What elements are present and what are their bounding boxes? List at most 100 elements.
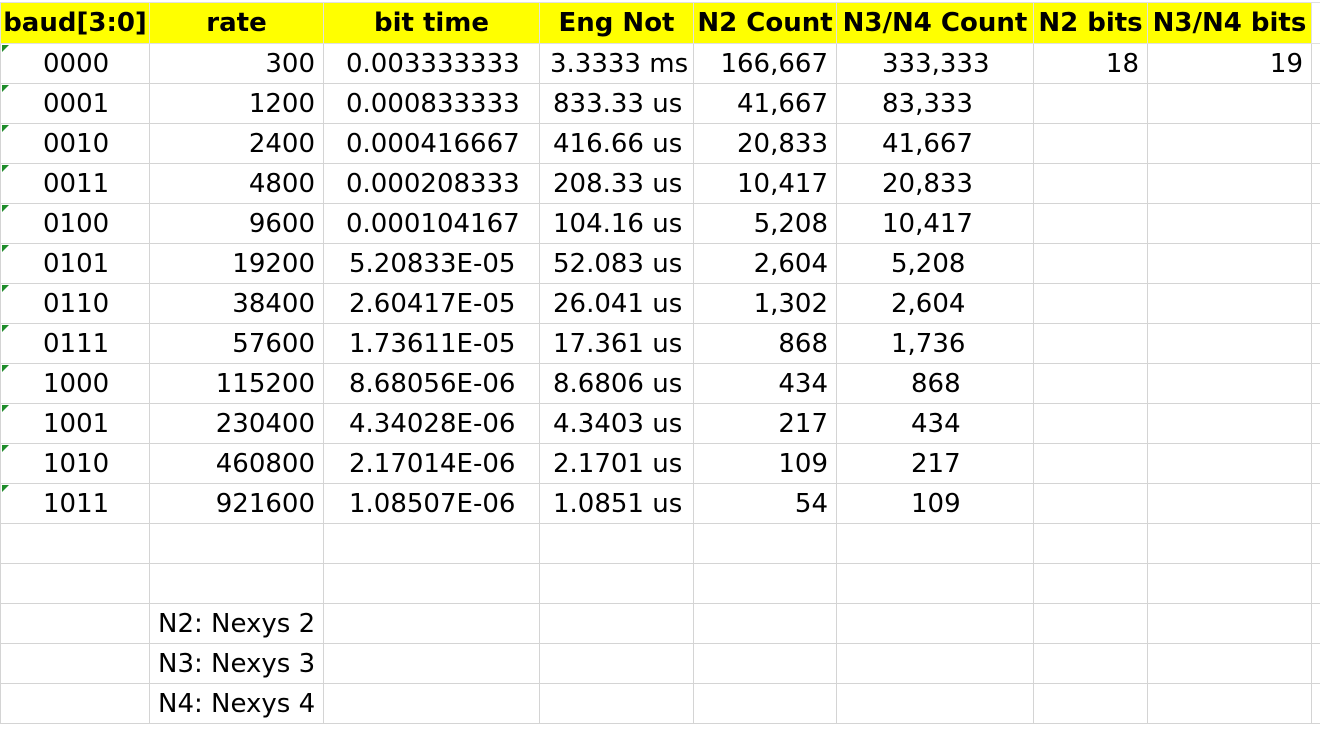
cell-n3n4-count[interactable]: 217 <box>836 443 1034 484</box>
cell-eng-not[interactable]: 4.3403 us <box>539 403 694 444</box>
empty-cell[interactable] <box>149 523 324 564</box>
cell-bit-time[interactable]: 0.000208333 <box>323 163 540 204</box>
cell-rate[interactable]: 2400 <box>149 123 324 164</box>
cell-bit-time[interactable]: 1.08507E-06 <box>323 483 540 524</box>
empty-cell[interactable] <box>539 523 694 564</box>
cell-n2-count[interactable]: 109 <box>693 443 837 484</box>
cell-eng-not[interactable]: 833.33 us <box>539 83 694 124</box>
cell-rate[interactable]: 300 <box>149 43 324 84</box>
empty-cell[interactable] <box>836 563 1034 604</box>
cell-rate[interactable]: 38400 <box>149 283 324 324</box>
cell-rate[interactable]: 460800 <box>149 443 324 484</box>
empty-cell[interactable] <box>1311 43 1320 84</box>
empty-cell[interactable] <box>1311 523 1320 564</box>
empty-cell[interactable] <box>1311 163 1320 204</box>
cell-eng-not[interactable]: 8.6806 us <box>539 363 694 404</box>
cell-n3n4-bits[interactable] <box>1147 483 1312 524</box>
cell-eng-not[interactable]: 3.3333 ms <box>539 43 694 84</box>
cell-n3n4-bits[interactable] <box>1147 443 1312 484</box>
cell-rate[interactable]: 19200 <box>149 243 324 284</box>
cell-n2-bits[interactable] <box>1033 323 1148 364</box>
legend-cell[interactable]: N2: Nexys 2 <box>149 603 324 644</box>
cell-n3n4-count[interactable]: 20,833 <box>836 163 1034 204</box>
empty-cell[interactable] <box>539 563 694 604</box>
cell-n3n4-bits[interactable] <box>1147 243 1312 284</box>
cell-n2-bits[interactable] <box>1033 283 1148 324</box>
cell-baud[interactable]: 1001 <box>0 403 150 444</box>
cell-rate[interactable]: 9600 <box>149 203 324 244</box>
cell-rate[interactable]: 1200 <box>149 83 324 124</box>
header-cell-n3n4-bits[interactable]: N3/N4 bits <box>1147 2 1312 44</box>
empty-cell[interactable] <box>1311 363 1320 404</box>
empty-cell[interactable] <box>693 603 837 644</box>
cell-baud[interactable]: 0101 <box>0 243 150 284</box>
cell-n2-count[interactable]: 1,302 <box>693 283 837 324</box>
cell-n3n4-count[interactable]: 868 <box>836 363 1034 404</box>
cell-n3n4-bits[interactable] <box>1147 403 1312 444</box>
empty-cell[interactable] <box>0 603 150 644</box>
empty-cell[interactable] <box>0 523 150 564</box>
legend-cell[interactable]: N4: Nexys 4 <box>149 683 324 724</box>
cell-bit-time[interactable]: 0.003333333 <box>323 43 540 84</box>
cell-bit-time[interactable]: 4.34028E-06 <box>323 403 540 444</box>
cell-rate[interactable]: 57600 <box>149 323 324 364</box>
empty-cell[interactable] <box>323 523 540 564</box>
cell-bit-time[interactable]: 5.20833E-05 <box>323 243 540 284</box>
cell-eng-not[interactable]: 416.66 us <box>539 123 694 164</box>
empty-cell[interactable] <box>1147 523 1312 564</box>
cell-baud[interactable]: 0010 <box>0 123 150 164</box>
empty-cell[interactable] <box>1311 2 1320 44</box>
cell-n3n4-count[interactable]: 10,417 <box>836 203 1034 244</box>
cell-n2-count[interactable]: 54 <box>693 483 837 524</box>
cell-n2-count[interactable]: 166,667 <box>693 43 837 84</box>
empty-cell[interactable] <box>1033 563 1148 604</box>
header-cell-rate[interactable]: rate <box>149 2 324 44</box>
cell-n3n4-count[interactable]: 5,208 <box>836 243 1034 284</box>
empty-cell[interactable] <box>693 563 837 604</box>
empty-cell[interactable] <box>1033 523 1148 564</box>
cell-n2-count[interactable]: 2,604 <box>693 243 837 284</box>
cell-n2-bits[interactable] <box>1033 243 1148 284</box>
cell-baud[interactable]: 1010 <box>0 443 150 484</box>
empty-cell[interactable] <box>836 603 1034 644</box>
cell-n3n4-count[interactable]: 333,333 <box>836 43 1034 84</box>
cell-bit-time[interactable]: 0.000833333 <box>323 83 540 124</box>
cell-n3n4-bits[interactable] <box>1147 163 1312 204</box>
cell-baud[interactable]: 0110 <box>0 283 150 324</box>
cell-eng-not[interactable]: 208.33 us <box>539 163 694 204</box>
cell-n3n4-count[interactable]: 2,604 <box>836 283 1034 324</box>
empty-cell[interactable] <box>1311 483 1320 524</box>
empty-cell[interactable] <box>539 683 694 724</box>
empty-cell[interactable] <box>1311 323 1320 364</box>
cell-n3n4-bits[interactable] <box>1147 363 1312 404</box>
empty-cell[interactable] <box>693 643 837 684</box>
empty-cell[interactable] <box>1311 603 1320 644</box>
cell-n2-bits[interactable] <box>1033 443 1148 484</box>
empty-cell[interactable] <box>149 563 324 604</box>
header-cell-n3n4-count[interactable]: N3/N4 Count <box>836 2 1034 44</box>
empty-cell[interactable] <box>1311 403 1320 444</box>
cell-n2-bits[interactable] <box>1033 203 1148 244</box>
cell-n3n4-count[interactable]: 41,667 <box>836 123 1034 164</box>
cell-n2-count[interactable]: 20,833 <box>693 123 837 164</box>
empty-cell[interactable] <box>0 563 150 604</box>
empty-cell[interactable] <box>539 643 694 684</box>
empty-cell[interactable] <box>1033 643 1148 684</box>
empty-cell[interactable] <box>323 563 540 604</box>
cell-n2-count[interactable]: 217 <box>693 403 837 444</box>
empty-cell[interactable] <box>1147 603 1312 644</box>
empty-cell[interactable] <box>836 683 1034 724</box>
cell-n3n4-bits[interactable]: 19 <box>1147 43 1312 84</box>
empty-cell[interactable] <box>0 683 150 724</box>
empty-cell[interactable] <box>1311 683 1320 724</box>
cell-n2-bits[interactable] <box>1033 403 1148 444</box>
empty-cell[interactable] <box>1033 683 1148 724</box>
empty-cell[interactable] <box>836 643 1034 684</box>
cell-baud[interactable]: 0001 <box>0 83 150 124</box>
cell-rate[interactable]: 230400 <box>149 403 324 444</box>
empty-cell[interactable] <box>0 643 150 684</box>
cell-baud[interactable]: 1011 <box>0 483 150 524</box>
cell-eng-not[interactable]: 104.16 us <box>539 203 694 244</box>
empty-cell[interactable] <box>836 523 1034 564</box>
empty-cell[interactable] <box>1311 123 1320 164</box>
